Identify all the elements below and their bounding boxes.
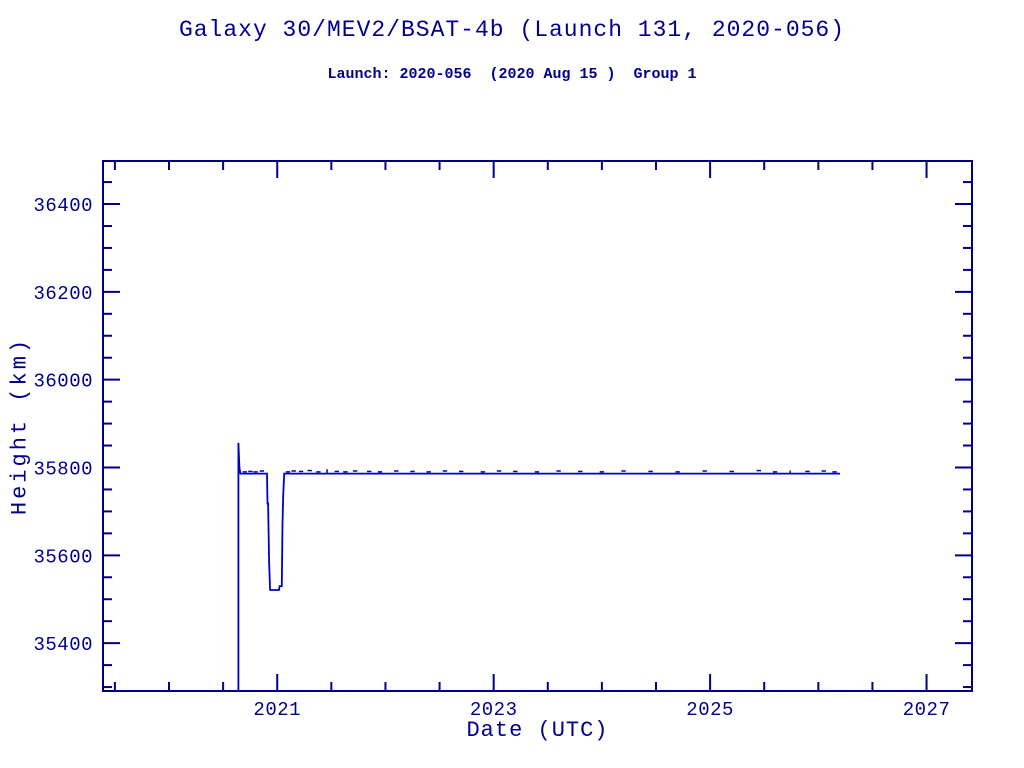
y-axis-tick-label: 36000	[33, 371, 93, 393]
y-axis-tick-label: 36400	[33, 195, 93, 217]
x-axis-tick-label: 2021	[253, 699, 301, 721]
x-axis-tick-label: 2027	[903, 699, 951, 721]
y-axis-tick-label: 35800	[33, 458, 93, 480]
height-data-line	[237, 442, 840, 691]
y-axis-tick-label: 35600	[33, 546, 93, 568]
x-axis-tick-label: 2025	[686, 699, 734, 721]
axis-box	[102, 160, 973, 692]
chart-title: Galaxy 30/MEV2/BSAT-4b (Launch 131, 2020…	[178, 17, 846, 43]
chart-subtitle: Launch: 2020-056 (2020 Aug 15 ) Group 1	[327, 66, 697, 83]
x-axis-tick-label: 2023	[470, 699, 518, 721]
y-axis-label: Height (km)	[7, 336, 33, 516]
y-axis-tick-label: 35400	[33, 634, 93, 656]
x-axis-label: Date (UTC)	[466, 718, 609, 743]
y-axis-tick-label: 36200	[33, 283, 93, 305]
